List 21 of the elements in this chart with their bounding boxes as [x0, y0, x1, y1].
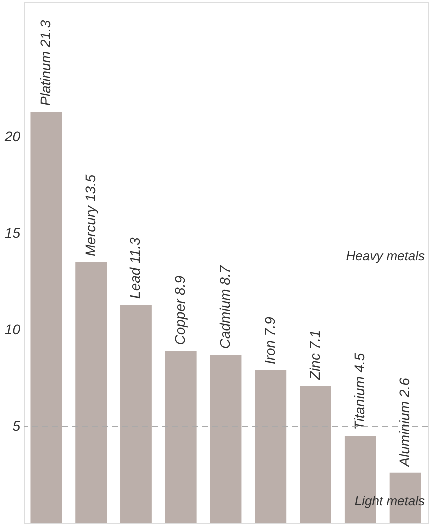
x-tick-label: Cadmium 8.7: [217, 264, 233, 350]
bar: [255, 370, 287, 523]
x-tick-label: Titanium 4.5: [352, 353, 368, 430]
x-tick-label: Aluminium 2.6: [396, 378, 413, 468]
x-tick-label: Platinum 21.3: [37, 20, 54, 106]
bar: [165, 351, 197, 523]
bar: [210, 355, 242, 523]
y-tick-label: 10: [4, 322, 21, 338]
x-tick-label: Copper 8.9: [172, 276, 188, 346]
bar: [30, 112, 62, 523]
bar: [300, 386, 332, 523]
bar: [76, 262, 108, 523]
bar: [120, 304, 152, 523]
x-tick-label: Mercury 13.5: [82, 174, 98, 256]
x-tick-label: Iron 7.9: [262, 316, 278, 365]
x-tick-label: Lead 11.3: [127, 237, 144, 299]
y-tick-label: 15: [4, 225, 21, 242]
y-tick-label: 20: [4, 128, 21, 145]
annotation: Heavy metals: [346, 248, 426, 264]
y-tick-label: 5: [12, 418, 21, 434]
x-tick-label: Zinc 7.1: [306, 330, 323, 381]
